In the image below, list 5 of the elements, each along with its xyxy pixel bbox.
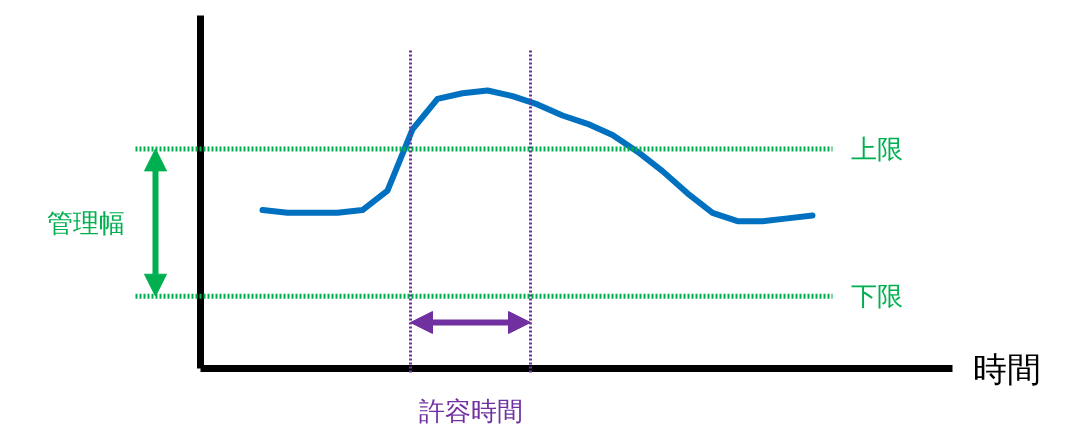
text: 管理幅 <box>46 207 125 238</box>
x-axis-title: 時間 <box>972 348 1041 389</box>
ref-line-label: 上限 <box>850 133 903 164</box>
text: 許容時間 <box>418 395 523 426</box>
ref-line-label: 下限 <box>850 281 903 312</box>
